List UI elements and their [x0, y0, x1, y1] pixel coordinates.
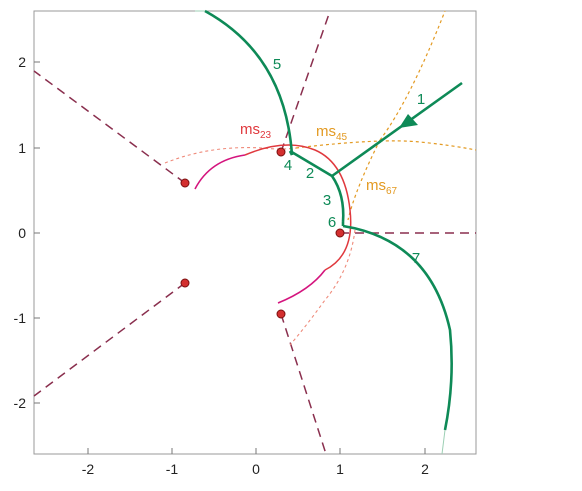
magenta-curve-bottom: [277, 269, 326, 304]
ray-top: [280, 10, 331, 153]
segment-7: [342, 224, 453, 431]
ms23-label: ms23: [240, 121, 272, 141]
segment-label-6: 6: [328, 214, 336, 231]
ray-bottom: [280, 313, 327, 455]
ms23-label-base: ms: [240, 121, 260, 138]
point: [180, 178, 190, 188]
x-tick-label: 2: [421, 461, 429, 477]
segment-label-5: 5: [273, 56, 281, 73]
arrowhead: [399, 114, 418, 128]
y-tick-label: 2: [18, 54, 26, 70]
y-tick-label: 0: [18, 225, 26, 241]
y-tick-label: 1: [18, 140, 26, 156]
segment-label-2: 2: [306, 165, 314, 182]
segment-label-4: 4: [284, 157, 292, 174]
ms45-label-sub: 45: [336, 132, 348, 143]
x-tick-label: 1: [336, 461, 344, 477]
path-segments: [204, 9, 463, 431]
orange-dotted-curves: [295, 10, 477, 221]
segment-2: [289, 149, 333, 178]
dashed-rays: [33, 10, 476, 455]
segment-7-tail: [441, 429, 446, 455]
x-tick-label: -1: [166, 461, 179, 477]
salmon-dashed-curves: [164, 147, 356, 346]
ms67-label-sub: 67: [386, 186, 398, 197]
point: [276, 309, 286, 319]
x-tick-label: -2: [82, 461, 95, 477]
x-tick-marks: [87, 448, 426, 454]
ms23-label-sub: 23: [260, 130, 272, 141]
segment-1: [331, 81, 463, 178]
ms45-label-base: ms: [316, 123, 336, 140]
segment-5: [204, 9, 294, 156]
ray-lower-left: [33, 282, 186, 397]
y-tick-marks: [34, 61, 40, 404]
ms67-label-base: ms: [366, 177, 386, 194]
ms67-label: ms67: [366, 177, 398, 197]
magenta-curves: [194, 154, 326, 304]
point: [276, 147, 286, 157]
salmon-curve-lower: [289, 229, 356, 346]
segment-label-3: 3: [323, 192, 331, 209]
point: [180, 278, 190, 288]
ms67-curve-upper: [379, 10, 446, 141]
x-tick-label: 0: [252, 461, 260, 477]
plot-frame: [33, 10, 477, 455]
point: [335, 228, 345, 238]
ms67-curve-lower: [347, 139, 381, 221]
segment-label-1: 1: [417, 91, 425, 108]
segment-3: [330, 175, 345, 223]
salmon-curve-upper: [164, 147, 297, 164]
y-tick-label: -1: [14, 310, 27, 326]
y-tick-label: -2: [14, 395, 27, 411]
segment-label-7: 7: [412, 250, 420, 267]
ms45-curve: [295, 140, 477, 151]
ms23-curve: [244, 144, 352, 271]
ray-upper-left: [33, 70, 186, 184]
ms45-label: ms45: [316, 123, 348, 143]
magenta-curve-left: [194, 154, 246, 190]
points: [180, 147, 345, 319]
